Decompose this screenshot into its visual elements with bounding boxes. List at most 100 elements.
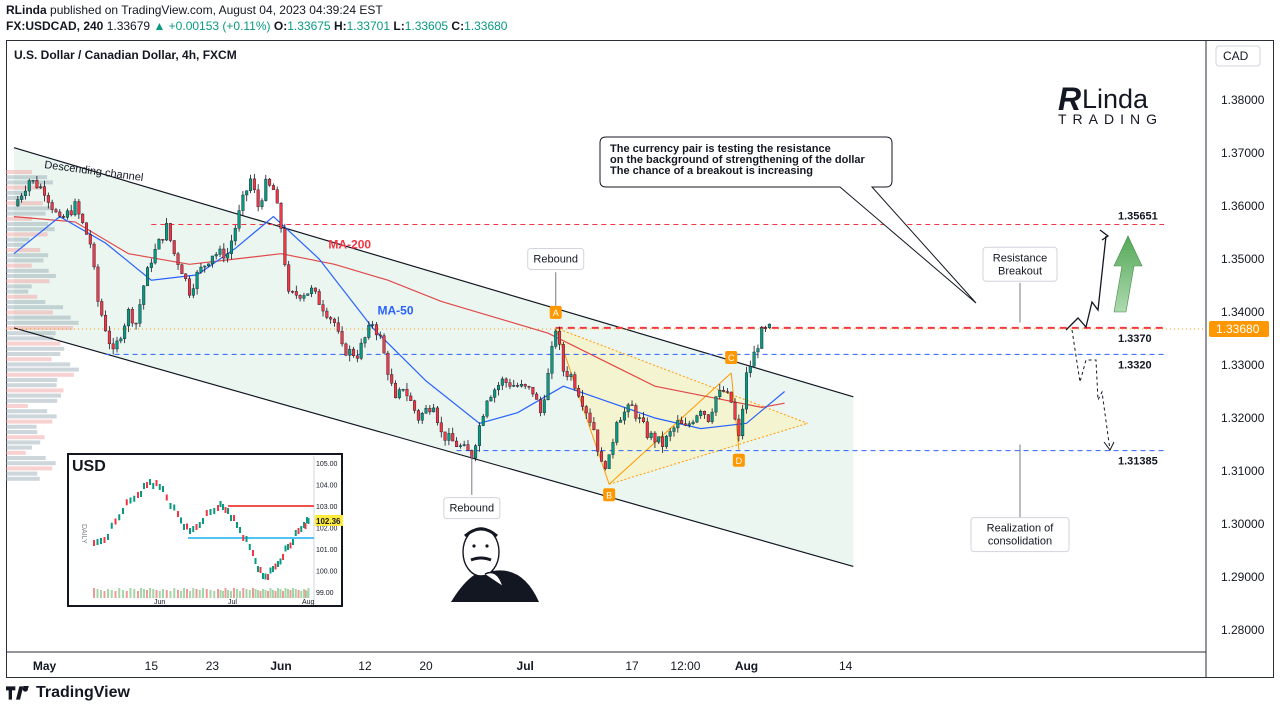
annotation-box (443, 497, 501, 520)
level-label: 1.3370 (1118, 333, 1152, 345)
candle-body (600, 451, 604, 462)
volume-profile-bar (6, 248, 41, 252)
channel-upper-line (13, 147, 854, 398)
inset-time-label: Jul (228, 599, 237, 606)
point-marker-label: A (553, 308, 559, 318)
low-label: L: (393, 19, 405, 33)
publisher-line: RLinda published on TradingView.com, Aug… (6, 2, 507, 18)
open-label: O: (273, 19, 288, 33)
inset-volume-bar (292, 588, 294, 598)
candle-body (207, 263, 211, 267)
callout-bubble (599, 136, 977, 304)
candle-body (462, 444, 466, 446)
inset-volume-bar (195, 589, 198, 598)
candle-body (153, 248, 157, 264)
candle-body (767, 323, 771, 328)
candle-body (432, 407, 436, 413)
inset-candle (129, 497, 132, 504)
level-label: 1.31385 (1118, 456, 1158, 468)
inset-volume-bar (230, 591, 232, 598)
inset-candle (189, 528, 191, 534)
inset-candle (133, 495, 136, 502)
inset-side-label: DAILY (80, 524, 87, 544)
volume-profile-bar (6, 341, 61, 346)
inset-volume-bar (114, 591, 117, 598)
volume-profile-bar (6, 201, 43, 206)
candle-body (298, 295, 302, 299)
volume-profile-bar (6, 242, 25, 247)
candle-body (390, 374, 394, 384)
candle-body (165, 223, 169, 241)
currency-label: CAD (1223, 49, 1249, 63)
volume-profile-bar (6, 419, 53, 424)
volume-profile-bar (6, 388, 64, 393)
inset-volume-bar (122, 590, 124, 598)
volume-profile-bar (6, 440, 41, 445)
candle-body (558, 330, 562, 345)
candle-body (687, 423, 691, 426)
price-tick-label: 1.36000 (1221, 199, 1265, 213)
candle-body (134, 322, 138, 325)
candle-body (382, 335, 386, 354)
volume-profile-bar (6, 461, 56, 466)
volume-profile-bar (6, 424, 37, 429)
volume-profile-bar (6, 378, 58, 382)
high-value: 1.33701 (346, 19, 391, 33)
inset-time-label: Aug (302, 599, 315, 606)
inset-volume-bar (277, 588, 279, 598)
candle-body (615, 422, 619, 443)
volume-profile-bar (6, 274, 56, 278)
inset-candle (292, 539, 294, 545)
volume-profile-bar (6, 237, 30, 242)
inset-volume-bar (209, 590, 212, 598)
candle-body (245, 190, 249, 196)
candle-body (397, 389, 401, 399)
inset-volume-bar (152, 589, 155, 598)
publisher-name[interactable]: RLinda (6, 3, 47, 17)
candle-body (65, 210, 69, 218)
candle-body (69, 210, 73, 216)
meme-hand (484, 571, 504, 587)
inset-volume-bar (257, 590, 259, 598)
footer: TradingView (6, 684, 130, 702)
candle-body (420, 413, 424, 421)
candle-body (760, 327, 764, 349)
candle-body (283, 228, 287, 265)
inset-tick-label: 105.00 (316, 461, 338, 468)
candle-body (531, 386, 535, 395)
inset-tick-label: 100.00 (316, 569, 338, 576)
chart-canvas[interactable]: 1.35651 1.3370 1.3320 1.31385 MA-200 MA-50 Reb… (6, 40, 1274, 678)
candle-body (35, 180, 39, 189)
price-tick-label: 1.31000 (1221, 464, 1265, 478)
inset-candle (158, 484, 161, 490)
indicator-lines (6, 147, 1206, 567)
candle-body (313, 287, 317, 292)
candle-body (39, 186, 43, 189)
candle-body (130, 309, 134, 324)
annotation-box (982, 246, 1058, 282)
price-tick-label: 1.32000 (1221, 411, 1265, 425)
inset-volume-bar (239, 591, 241, 598)
symbol-label[interactable]: FX:USDCAD, 240 (6, 19, 104, 33)
inset-volume-bar (100, 590, 102, 598)
candle-body (538, 399, 542, 413)
chart-header: RLinda published on TradingView.com, Aug… (6, 2, 507, 34)
inset-volume-bar (173, 588, 176, 598)
candle-body (428, 407, 432, 413)
meme-face-icon (451, 527, 539, 602)
candle-body (96, 266, 100, 302)
volume-profile-bar (6, 466, 53, 471)
candle-body (706, 414, 710, 422)
inset-volume-bar (219, 590, 222, 598)
candle-body (195, 271, 199, 289)
footer-brand[interactable]: TradingView (36, 684, 130, 701)
close-value: 1.33680 (464, 19, 508, 33)
candle-body (710, 411, 714, 422)
volume-profile-bar (6, 253, 49, 258)
inset-candle (173, 504, 176, 511)
meme-mustache (470, 556, 492, 562)
candle-body (119, 338, 123, 342)
inset-candle (307, 518, 310, 524)
candle-body (168, 223, 172, 241)
inset-volume-bar (294, 589, 297, 598)
